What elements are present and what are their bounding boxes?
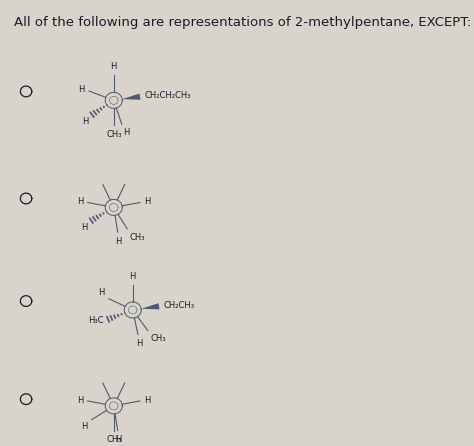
Text: H: H bbox=[115, 236, 122, 245]
Text: All of the following are representations of 2-methylpentane, EXCEPT:: All of the following are representations… bbox=[14, 16, 472, 29]
Text: CH₃: CH₃ bbox=[106, 435, 121, 444]
Text: H: H bbox=[77, 197, 83, 206]
Text: H₃C: H₃C bbox=[88, 316, 104, 326]
Text: H: H bbox=[123, 128, 129, 137]
Polygon shape bbox=[122, 94, 140, 100]
Text: H: H bbox=[78, 85, 85, 94]
Text: H: H bbox=[129, 272, 136, 281]
Text: CH₃: CH₃ bbox=[106, 130, 121, 139]
Text: CH₂CH₂CH₃: CH₂CH₂CH₃ bbox=[145, 91, 191, 100]
Text: H: H bbox=[145, 396, 151, 405]
Text: H: H bbox=[77, 396, 83, 405]
Text: H: H bbox=[82, 117, 88, 126]
Polygon shape bbox=[141, 303, 159, 310]
Text: H: H bbox=[145, 197, 151, 206]
Text: CH₃: CH₃ bbox=[150, 334, 166, 343]
Text: H: H bbox=[99, 288, 105, 297]
Text: H: H bbox=[82, 422, 88, 431]
Text: CH₃: CH₃ bbox=[129, 233, 145, 242]
Text: H: H bbox=[136, 339, 142, 348]
Text: H: H bbox=[115, 435, 122, 444]
Text: H: H bbox=[110, 62, 117, 71]
Text: H: H bbox=[81, 223, 87, 232]
Text: CH₂CH₃: CH₂CH₃ bbox=[164, 301, 195, 310]
